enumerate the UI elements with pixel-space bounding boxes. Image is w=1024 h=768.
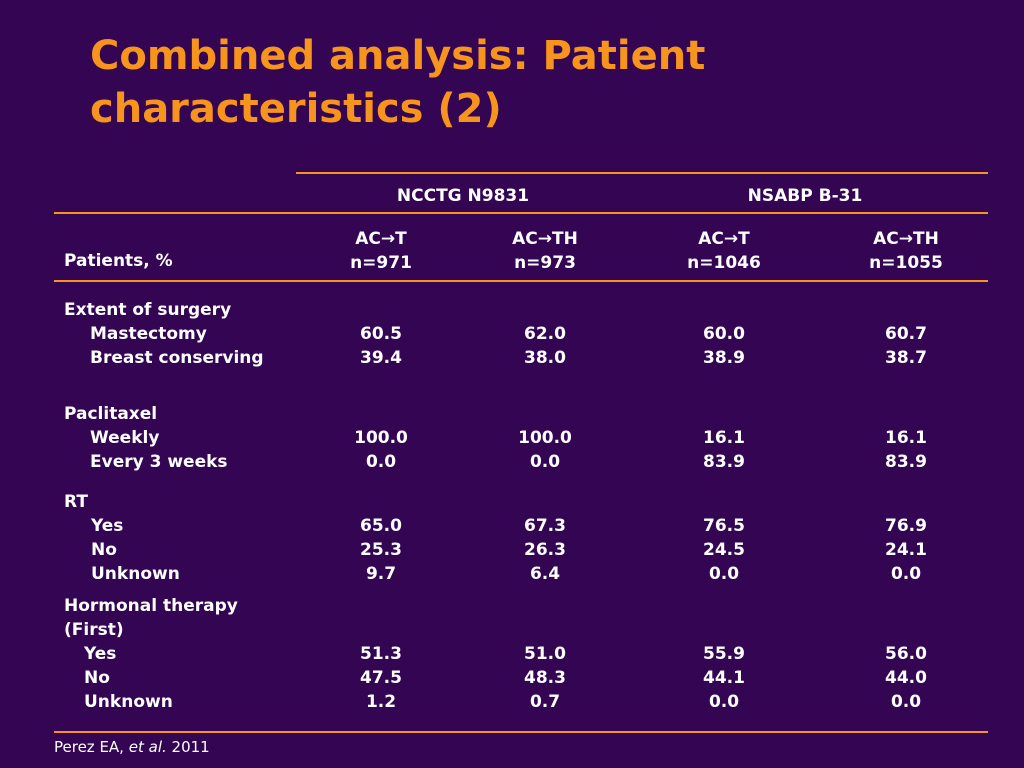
table-cell: 83.9 xyxy=(703,452,745,472)
col-header-arm: AC→TH xyxy=(512,229,578,249)
group-header-ncctg: NCCTG N9831 xyxy=(396,186,530,206)
table-cell: 60.7 xyxy=(885,324,927,344)
row-label: Yes xyxy=(84,644,117,664)
table-cell: 55.9 xyxy=(703,644,745,664)
col-header-arm: AC→TH xyxy=(873,229,939,249)
table-cell: 44.0 xyxy=(885,668,927,688)
table-cell: 100.0 xyxy=(518,428,572,448)
table-cell: 60.5 xyxy=(360,324,402,344)
table-cell: 38.0 xyxy=(524,348,566,368)
table-cell: 100.0 xyxy=(354,428,408,448)
table-cell: 83.9 xyxy=(885,452,927,472)
citation-author: Perez EA, xyxy=(54,738,124,756)
table-cell: 25.3 xyxy=(360,540,402,560)
table-cell: 38.7 xyxy=(885,348,927,368)
table-cell: 44.1 xyxy=(703,668,745,688)
col-header-arm: AC→T xyxy=(355,229,407,249)
table-cell: 26.3 xyxy=(524,540,566,560)
citation-etal: et al. xyxy=(128,738,167,756)
row-label: Breast conserving xyxy=(90,348,264,368)
table-cell: 0.0 xyxy=(529,452,561,472)
table-cell: 62.0 xyxy=(524,324,566,344)
table-cell: 39.4 xyxy=(360,348,402,368)
section-heading: Hormonal therapy xyxy=(64,596,238,616)
table-cell: 0.0 xyxy=(890,564,922,584)
col-header-n: n=973 xyxy=(514,253,576,273)
col-header-n: n=1055 xyxy=(869,253,943,273)
table-cell: 24.1 xyxy=(885,540,927,560)
section-heading-cont: (First) xyxy=(64,620,124,640)
citation-year: 2011 xyxy=(171,738,210,756)
table-cell: 51.3 xyxy=(360,644,402,664)
table-cell: 67.3 xyxy=(524,516,566,536)
section-heading: Paclitaxel xyxy=(64,404,158,424)
col-header-n: n=1046 xyxy=(687,253,761,273)
table-cell: 65.0 xyxy=(360,516,402,536)
row-label: Weekly xyxy=(90,428,160,448)
table-cell: 16.1 xyxy=(703,428,745,448)
rule-bottom xyxy=(54,731,988,733)
table-cell: 1.2 xyxy=(365,692,397,712)
table-cell: 38.9 xyxy=(703,348,745,368)
table-cell: 9.7 xyxy=(365,564,397,584)
table-cell: 0.0 xyxy=(708,692,740,712)
citation: Perez EA, et al. 2011 xyxy=(54,737,210,757)
table-cell: 0.7 xyxy=(529,692,561,712)
rule-top xyxy=(296,172,988,174)
table-cell: 0.0 xyxy=(365,452,397,472)
table-cell: 47.5 xyxy=(360,668,402,688)
row-label: Mastectomy xyxy=(90,324,207,344)
row-label: No xyxy=(91,540,117,560)
row-label: Unknown xyxy=(84,692,173,712)
table-cell: 24.5 xyxy=(703,540,745,560)
table-cell: 56.0 xyxy=(885,644,927,664)
table-cell: 60.0 xyxy=(703,324,745,344)
table-cell: 16.1 xyxy=(885,428,927,448)
row-label: Every 3 weeks xyxy=(90,452,228,472)
section-heading: Extent of surgery xyxy=(64,300,232,320)
table-cell: 51.0 xyxy=(524,644,566,664)
col-header-n: n=971 xyxy=(350,253,412,273)
table-cell: 0.0 xyxy=(708,564,740,584)
table-cell: 76.9 xyxy=(885,516,927,536)
section-heading: RT xyxy=(64,492,88,512)
rule-header xyxy=(54,280,988,282)
col-header-arm: AC→T xyxy=(698,229,750,249)
slide-title: Combined analysis: Patient characteristi… xyxy=(90,33,706,132)
table-cell: 76.5 xyxy=(703,516,745,536)
row-label: Yes xyxy=(91,516,124,536)
row-label: Unknown xyxy=(91,564,180,584)
table-cell: 48.3 xyxy=(524,668,566,688)
group-header-nsabp: NSABP B-31 xyxy=(747,186,863,206)
row-label: No xyxy=(84,668,110,688)
rule-group xyxy=(54,212,988,214)
row-header-label: Patients, % xyxy=(64,251,173,271)
table-cell: 6.4 xyxy=(529,564,561,584)
table-cell: 0.0 xyxy=(890,692,922,712)
